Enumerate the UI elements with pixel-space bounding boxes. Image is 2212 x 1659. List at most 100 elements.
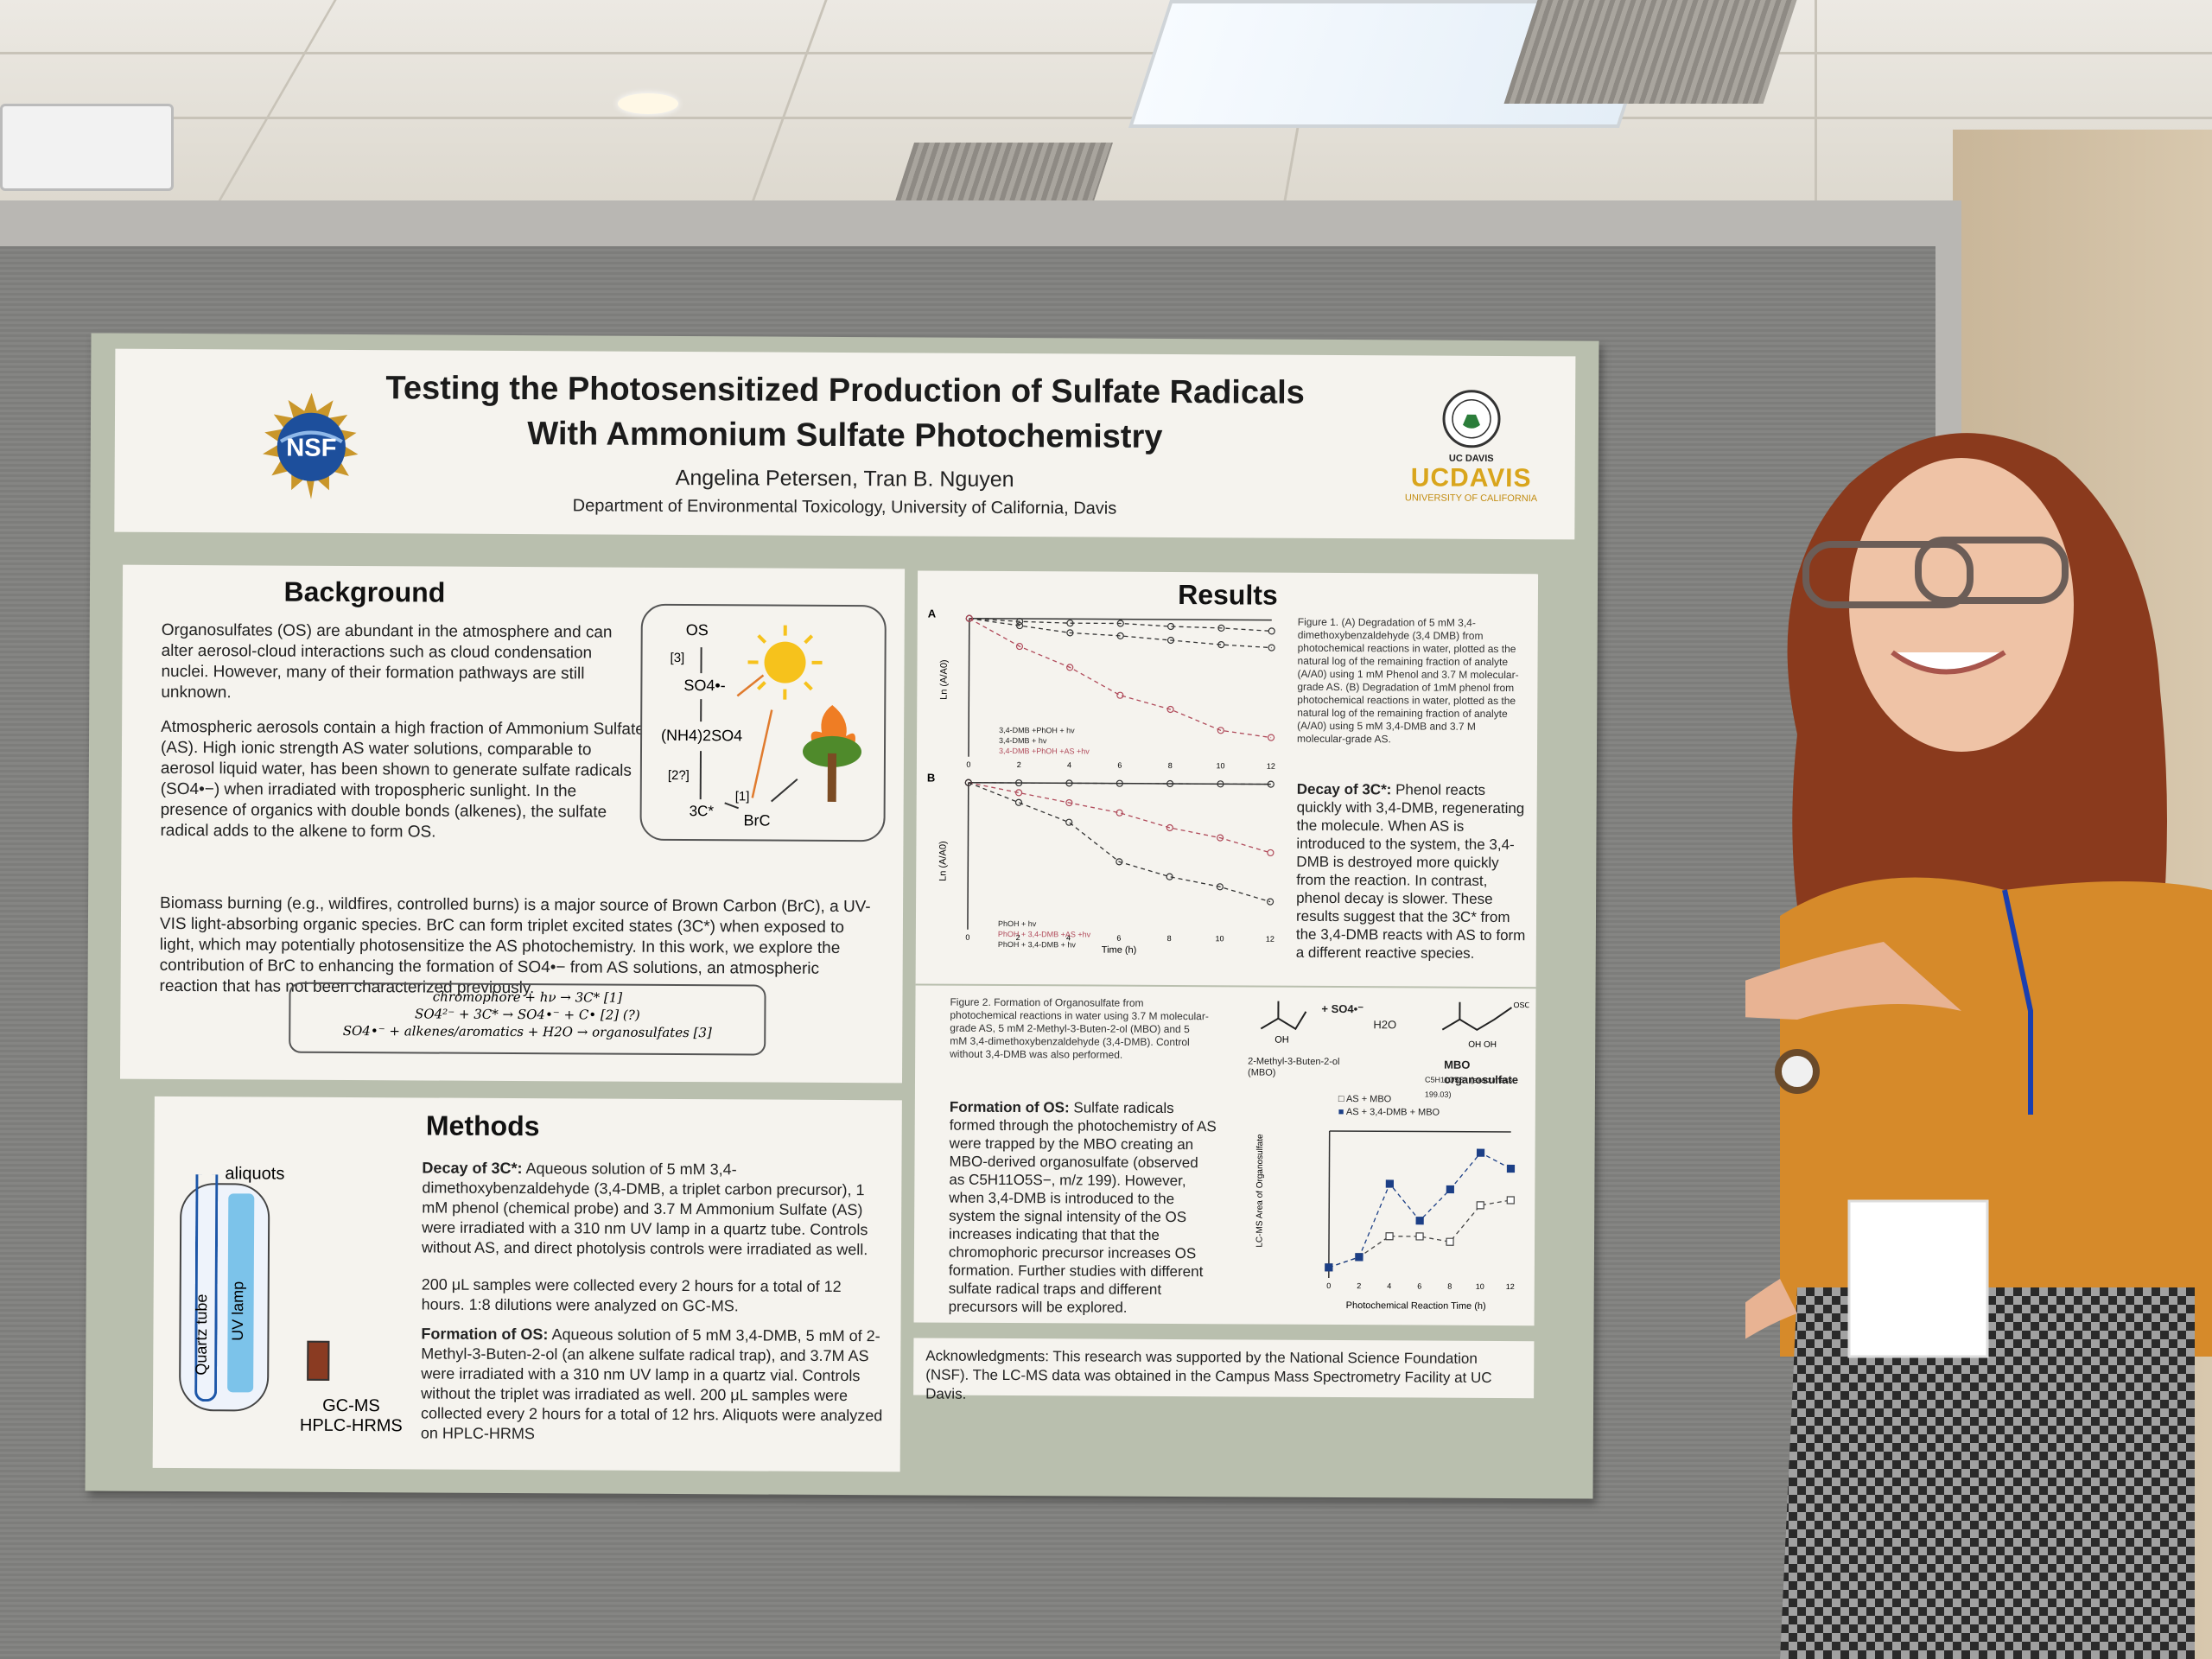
legend-b-1: PhOH + hv	[997, 918, 1037, 929]
series-line	[968, 782, 1271, 854]
results-section: Results A B Ln (A/A0) Ln (A/A0) Time (h)…	[913, 570, 1539, 1326]
methods-bullet-3-lead: Formation of OS:	[421, 1325, 549, 1344]
x-tick-label: 10	[1217, 761, 1225, 770]
series-line	[968, 782, 1271, 903]
y-axis-line	[1328, 1130, 1331, 1278]
series-line	[969, 618, 1272, 649]
data-point	[1015, 779, 1023, 787]
background-section: Background Organosulfates (OS) are abund…	[120, 564, 906, 1084]
results-divider	[915, 983, 1536, 989]
mbo-os-formula: C5H11O5S⁻ (exact mass 199.03)	[1424, 1075, 1513, 1099]
plot-c: 0 2 4 6 8 10 12	[1325, 1130, 1516, 1291]
uv-lamp-label: UV lamp	[228, 1281, 247, 1341]
x-tick-label: 12	[1506, 1282, 1515, 1291]
diagram-arrows	[699, 647, 798, 810]
x-tick-label: 10	[1216, 934, 1224, 943]
panel-a-label: A	[927, 607, 937, 620]
y-axis-line	[967, 782, 969, 930]
methods-heading: Methods	[425, 1109, 540, 1142]
x-tick-label: 6	[1417, 1281, 1421, 1290]
plot-a-legend: 3,4-DMB +PhOH + hv 3,4-DMB + hv 3,4-DMB …	[999, 725, 1090, 757]
svg-text:OH: OH	[1274, 1035, 1289, 1046]
data-point	[1267, 734, 1275, 741]
svg-text:OSO3: OSO3	[1513, 1001, 1529, 1009]
data-point	[1216, 883, 1224, 891]
ucdavis-logo: UC DAVIS UCDAVIS UNIVERSITY OF CALIFORNI…	[1397, 388, 1545, 536]
decay-results-body: Phenol reacts quickly with 3,4-DMB, rege…	[1295, 781, 1526, 962]
data-point	[964, 779, 972, 786]
plot-a: 0 2 4 6 8 10 12	[965, 614, 1275, 771]
data-point	[1268, 644, 1275, 652]
sample-vial-icon	[307, 1340, 330, 1381]
data-point	[1014, 798, 1023, 806]
legend-a-3: 3,4-DMB +PhOH +AS +hv	[998, 746, 1090, 756]
data-point	[1066, 664, 1074, 671]
decay-results-lead: Decay of 3C*:	[1296, 780, 1392, 798]
poster-title-line1: Testing the Photosensitized Production o…	[385, 370, 1305, 411]
plot-b: 0 2 4 6 8 10 12	[964, 779, 1274, 944]
data-point	[1446, 1237, 1454, 1246]
x-axis-line	[1329, 1130, 1511, 1133]
data-point	[1116, 779, 1123, 787]
poster-department: Department of Environmental Toxicology, …	[572, 496, 1117, 518]
legend-c-1-text: AS + MBO	[1345, 1094, 1392, 1105]
data-point	[1385, 1179, 1395, 1188]
formation-results-body: Sulfate radicals formed through the phot…	[948, 1099, 1217, 1316]
instrument-hplc: HPLC-HRMS	[299, 1415, 403, 1436]
data-point	[965, 614, 973, 622]
ucdavis-wordmark: UCDAVIS	[1410, 463, 1532, 493]
acknowledgments: Acknowledgments: This research was suppo…	[913, 1338, 1535, 1402]
methods-bullet-2: 200 μL samples were collected every 2 ho…	[421, 1275, 842, 1315]
quartz-tube-schematic: Quartz tube UV lamp	[178, 1174, 270, 1412]
series-line	[1328, 1152, 1511, 1268]
legend-c-1: □ AS + MBO	[1338, 1094, 1392, 1105]
data-point	[1476, 1201, 1484, 1210]
methods-bullet-3: Formation of OS: Aqueous solution of 5 m…	[421, 1324, 888, 1446]
legend-a-2: 3,4-DMB + hv	[999, 735, 1047, 746]
data-point	[1267, 849, 1274, 857]
figure-2-caption: Figure 2. Formation of Organosulfate fro…	[950, 995, 1209, 1061]
poster-authors: Angelina Petersen, Tran B. Nguyen	[675, 465, 1014, 493]
data-point	[1217, 834, 1224, 842]
data-point	[1066, 629, 1074, 637]
plot-c-xlabel: Photochemical Reaction Time (h)	[1345, 1300, 1486, 1312]
seal-icon	[1442, 390, 1501, 448]
formation-results-lead: Formation of OS:	[949, 1098, 1070, 1116]
data-point	[1385, 1232, 1394, 1241]
x-tick-label: 4	[1066, 933, 1071, 942]
reaction-arrow-h2o: H2O	[1373, 1018, 1397, 1032]
plot-b-ylabel: Ln (A/A0)	[938, 841, 949, 881]
x-tick-label: 4	[1067, 760, 1071, 769]
data-point	[1116, 858, 1123, 866]
data-point	[1325, 1263, 1333, 1272]
plot-c-ylabel: LC-MS Area of Organosulfate	[1255, 1134, 1266, 1248]
data-point	[1355, 1253, 1363, 1262]
panel-b-label: B	[926, 771, 936, 785]
formation-results-text: Formation of OS: Sulfate radicals formed…	[949, 1098, 1217, 1318]
data-point	[1166, 873, 1173, 880]
plot-b-legend: PhOH + hv PhOH + 3,4-DMB +AS +hv PhOH + …	[998, 918, 1090, 950]
x-tick-label: 0	[1326, 1281, 1331, 1290]
data-point	[1217, 640, 1225, 649]
data-point	[1446, 1185, 1454, 1194]
plot-c-legend: □ AS + MBO ■ AS + 3,4-DMB + MBO	[1338, 1093, 1440, 1120]
mbo-organosulfate-structure: OSO3 OH OH	[1441, 1001, 1529, 1050]
data-point	[1166, 823, 1173, 832]
svg-text:OH OH: OH OH	[1468, 1040, 1497, 1050]
methods-bullet-1-lead: Decay of 3C*:	[422, 1159, 523, 1178]
methods-bullet-3-text: Aqueous solution of 5 mM 3,4-DMB, 5 mM o…	[420, 1325, 883, 1443]
data-point	[1065, 779, 1073, 787]
background-heading: Background	[283, 575, 446, 608]
data-point	[1166, 705, 1174, 714]
x-tick-label: 2	[1017, 760, 1021, 769]
poster: NSF Testing the Photosensitized Producti…	[85, 333, 1599, 1499]
aliquots-label: aliquots	[225, 1164, 285, 1184]
x-tick-label: 6	[1116, 934, 1121, 943]
data-point	[1166, 779, 1174, 788]
data-point	[1016, 618, 1024, 626]
presenter-person	[1745, 433, 2212, 1659]
mbo-structure: OH	[1260, 1001, 1307, 1046]
x-tick-label: 12	[1266, 935, 1274, 944]
projector	[0, 104, 174, 191]
sun-icon	[747, 625, 823, 700]
